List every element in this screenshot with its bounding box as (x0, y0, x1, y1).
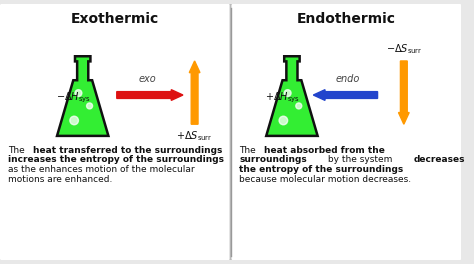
FancyBboxPatch shape (0, 3, 231, 261)
FancyArrow shape (313, 90, 378, 100)
Text: $-\Delta H_{\rm sys}$: $-\Delta H_{\rm sys}$ (55, 91, 91, 105)
Text: $+\Delta H_{\rm sys}$: $+\Delta H_{\rm sys}$ (264, 91, 300, 105)
Text: Endothermic: Endothermic (297, 12, 396, 26)
Text: motions are enhanced.: motions are enhanced. (8, 175, 112, 184)
Text: The: The (8, 146, 27, 155)
Text: endo: endo (335, 74, 360, 84)
Text: by the system: by the system (325, 155, 395, 164)
Circle shape (87, 103, 92, 109)
Text: heat transferred to the surroundings: heat transferred to the surroundings (33, 146, 222, 155)
Text: $+\Delta S_{\rm surr}$: $+\Delta S_{\rm surr}$ (176, 129, 213, 143)
Text: heat absorbed from the: heat absorbed from the (264, 146, 385, 155)
Polygon shape (57, 56, 109, 136)
Text: because molecular motion decreases.: because molecular motion decreases. (239, 175, 411, 184)
Text: the entropy of the surroundings: the entropy of the surroundings (239, 165, 404, 174)
Text: decreases: decreases (414, 155, 465, 164)
Circle shape (284, 90, 291, 97)
FancyBboxPatch shape (231, 3, 462, 261)
Circle shape (75, 90, 82, 97)
Text: increases the entropy of the surroundings: increases the entropy of the surrounding… (8, 155, 224, 164)
Circle shape (70, 116, 78, 125)
Polygon shape (266, 56, 318, 136)
Text: $-\Delta S_{\rm surr}$: $-\Delta S_{\rm surr}$ (385, 42, 422, 56)
FancyArrow shape (117, 90, 183, 100)
Circle shape (296, 103, 302, 109)
Circle shape (279, 116, 288, 125)
Text: as the enhances motion of the molecular: as the enhances motion of the molecular (8, 165, 194, 174)
FancyArrow shape (399, 61, 409, 124)
Text: exo: exo (139, 74, 157, 84)
Text: surroundings: surroundings (239, 155, 307, 164)
Text: Exothermic: Exothermic (71, 12, 159, 26)
FancyArrow shape (189, 61, 200, 124)
Text: The: The (239, 146, 259, 155)
